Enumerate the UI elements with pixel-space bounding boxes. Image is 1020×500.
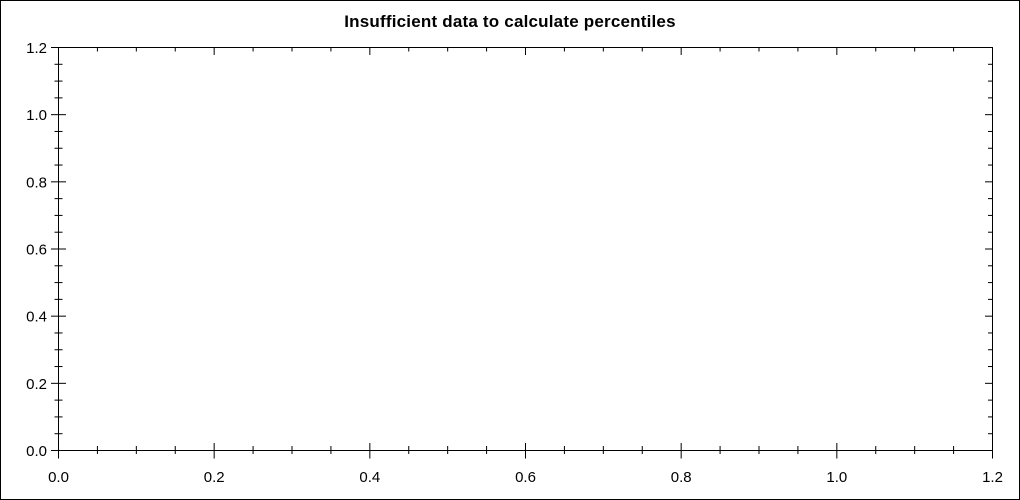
x-tick-label: 1.0 xyxy=(826,469,847,486)
y-tick-label: 0.8 xyxy=(26,174,47,191)
y-tick-label: 0.0 xyxy=(26,443,47,460)
x-tick-label: 1.2 xyxy=(982,469,1003,486)
x-tick-label: 0.4 xyxy=(359,469,380,486)
plot-frame xyxy=(58,47,993,451)
y-tick-label: 0.6 xyxy=(26,242,47,259)
y-tick-label: 0.4 xyxy=(26,309,47,326)
x-tick-label: 0.6 xyxy=(515,469,536,486)
x-tick-label: 0.2 xyxy=(204,469,225,486)
y-tick-label: 0.2 xyxy=(26,376,47,393)
y-tick-label: 1.0 xyxy=(26,107,47,124)
x-tick-label: 0.0 xyxy=(48,469,69,486)
x-tick-label: 0.8 xyxy=(671,469,692,486)
chart-title: Insufficient data to calculate percentil… xyxy=(344,12,676,31)
y-tick-label: 1.2 xyxy=(26,40,47,57)
